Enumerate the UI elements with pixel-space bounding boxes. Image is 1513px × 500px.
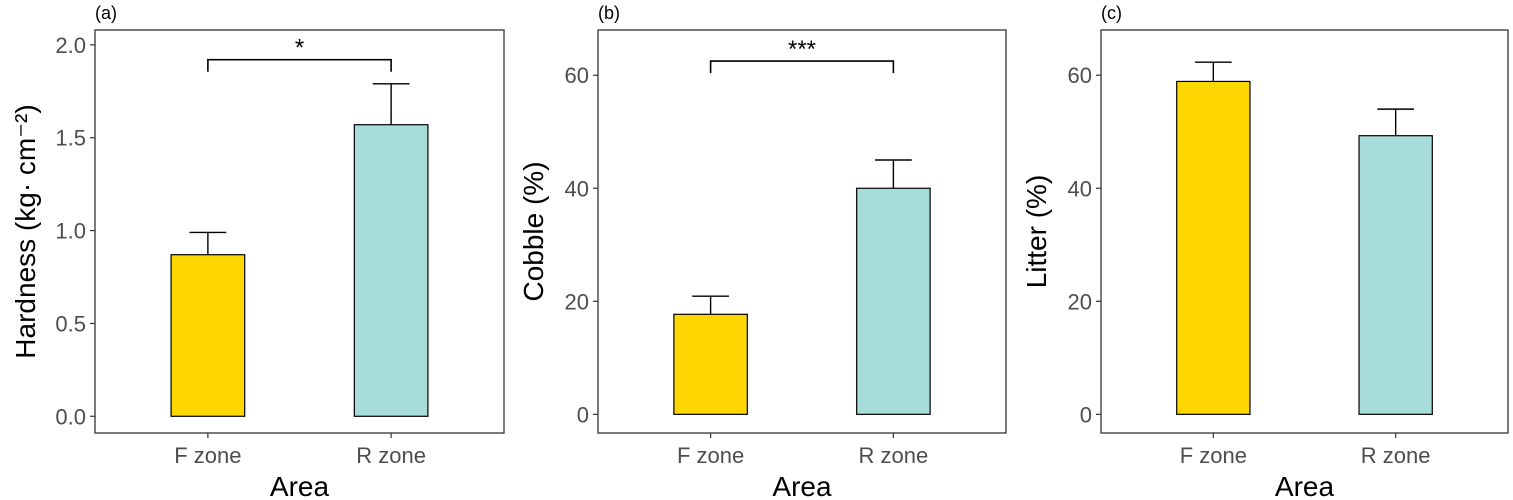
significance-bracket	[709, 60, 895, 74]
significance-label: *	[295, 35, 304, 62]
y-tick-label: 2.0	[55, 33, 86, 58]
significance-bracket	[207, 58, 392, 72]
bar-1	[170, 254, 246, 417]
bar-2	[353, 124, 429, 417]
panel-border	[597, 29, 1007, 434]
x-tick-label: R zone	[356, 443, 426, 468]
y-tick-label: 1.0	[55, 219, 86, 244]
y-tick-label: 60	[565, 63, 589, 88]
y-tick-label: 0.0	[55, 404, 86, 429]
y-tick-label: 40	[1068, 176, 1092, 201]
x-axis-title: Area	[270, 471, 330, 500]
x-tick-label: F zone	[174, 443, 241, 468]
panel-border	[1100, 29, 1509, 434]
chart-panel-1: (a) F zone R zone 0.0 0.5 1.0 1.5 2.0 Area Hardne…	[10, 3, 505, 500]
x-tick-label: R zone	[1361, 443, 1431, 468]
x-tick-label: F zone	[1180, 443, 1247, 468]
y-tick-label: 0	[1080, 402, 1092, 427]
bar-2	[1358, 135, 1433, 415]
y-tick-label: 60	[1068, 63, 1092, 88]
bar-1	[1176, 80, 1251, 415]
y-tick-label: 0.5	[55, 311, 86, 336]
panel-label: (b)	[598, 3, 620, 23]
panel-label: (c)	[1101, 3, 1122, 23]
panel-label: (a)	[95, 3, 117, 23]
x-tick-label: R zone	[859, 443, 929, 468]
y-axis-title: Litter (%)	[1021, 175, 1052, 289]
y-tick-label: 40	[565, 176, 589, 201]
bar-1	[673, 313, 748, 415]
y-axis-title: Cobble (%)	[518, 161, 549, 301]
y-tick-label: 20	[1068, 289, 1092, 314]
bar-2	[856, 187, 931, 415]
x-tick-label: F zone	[677, 443, 744, 468]
x-axis-title: Area	[772, 471, 832, 500]
significance-label: ***	[788, 36, 816, 63]
y-axis-title: Hardness (kg· cm⁻²)	[10, 104, 41, 358]
y-tick-label: 20	[565, 289, 589, 314]
y-tick-label: 1.5	[55, 126, 86, 151]
chart-panel-2: (b) F zone R zone 0 20 40 60 Area Cobble (%) ***	[518, 3, 1007, 500]
y-tick-label: 0	[577, 402, 589, 427]
x-axis-title: Area	[1275, 471, 1335, 500]
chart-panel-3: (c) F zone R zone 0 20 40 60 Area Litter (%)	[1021, 3, 1509, 500]
panel-border	[94, 29, 505, 434]
